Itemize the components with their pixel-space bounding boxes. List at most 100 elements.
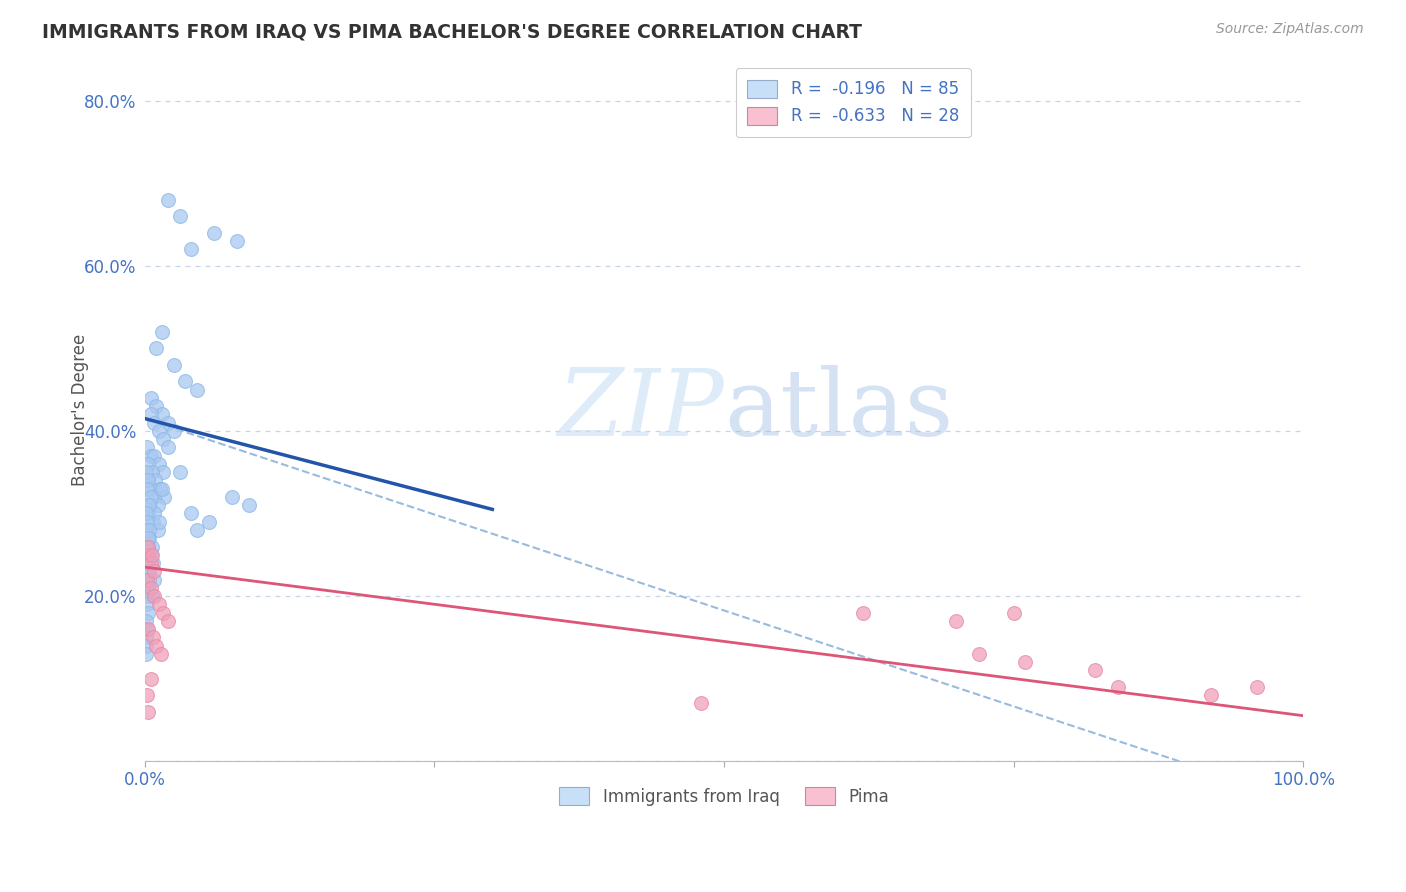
Point [136,474,159,488]
Point [156,441,179,455]
Point [143,416,166,430]
Point [136,548,159,562]
Point [136,441,159,455]
Point [135,556,157,570]
Point [226,234,249,248]
Point [141,548,163,562]
Point [967,647,990,661]
Point [221,490,243,504]
Point [136,540,159,554]
Point [153,490,176,504]
Point [186,383,208,397]
Point [138,564,160,578]
Point [152,465,174,479]
Point [169,210,191,224]
Point [150,647,173,661]
Point [146,498,169,512]
Point [142,515,165,529]
Point [138,531,160,545]
Point [143,490,166,504]
Point [136,531,159,545]
Point [136,507,159,521]
Point [143,449,166,463]
Text: atlas: atlas [724,366,953,455]
Point [139,556,162,570]
Point [143,507,166,521]
Point [136,564,159,578]
Point [138,498,160,512]
Point [186,523,208,537]
Point [689,696,711,710]
Point [139,408,162,422]
Point [135,540,157,554]
Point [139,548,162,562]
Point [163,424,186,438]
Point [136,515,159,529]
Point [945,614,967,628]
Point [148,515,170,529]
Point [135,523,157,537]
Point [136,457,159,471]
Text: ZIP: ZIP [557,366,724,455]
Point [139,490,162,504]
Point [136,564,159,578]
Point [1199,688,1222,702]
Point [149,482,172,496]
Point [135,647,157,661]
Point [143,573,166,587]
Point [148,424,170,438]
Point [1014,655,1036,669]
Point [145,342,167,356]
Point [150,408,173,422]
Point [141,589,163,603]
Point [152,432,174,446]
Point [136,606,159,620]
Point [138,523,160,537]
Point [136,573,159,587]
Point [136,540,159,554]
Point [145,639,167,653]
Point [136,482,159,496]
Point [180,243,202,257]
Point [136,581,159,595]
Point [136,622,159,636]
Point [136,688,159,702]
Point [156,614,179,628]
Legend: Immigrants from Iraq, Pima: Immigrants from Iraq, Pima [550,777,898,816]
Point [197,515,219,529]
Point [150,482,173,496]
Point [143,589,166,603]
Point [135,573,157,587]
Text: IMMIGRANTS FROM IRAQ VS PIMA BACHELOR'S DEGREE CORRELATION CHART: IMMIGRANTS FROM IRAQ VS PIMA BACHELOR'S … [42,22,862,41]
Point [135,507,157,521]
Point [145,399,167,413]
Text: Source: ZipAtlas.com: Source: ZipAtlas.com [1216,22,1364,37]
Point [135,465,157,479]
Y-axis label: Bachelor's Degree: Bachelor's Degree [72,334,89,486]
Point [169,465,191,479]
Point [136,597,159,611]
Point [135,589,157,603]
Point [142,556,165,570]
Point [139,449,162,463]
Point [180,507,202,521]
Point [139,581,162,595]
Point [148,457,170,471]
Point [143,474,166,488]
Point [146,523,169,537]
Point [138,498,160,512]
Point [139,482,162,496]
Point [156,193,179,207]
Point [163,358,186,372]
Point [136,622,159,636]
Point [174,375,197,389]
Point [156,416,179,430]
Point [135,630,157,644]
Point [143,564,166,578]
Point [142,630,165,644]
Point [150,325,173,339]
Point [136,548,159,562]
Point [136,548,159,562]
Point [135,556,157,570]
Point [141,465,163,479]
